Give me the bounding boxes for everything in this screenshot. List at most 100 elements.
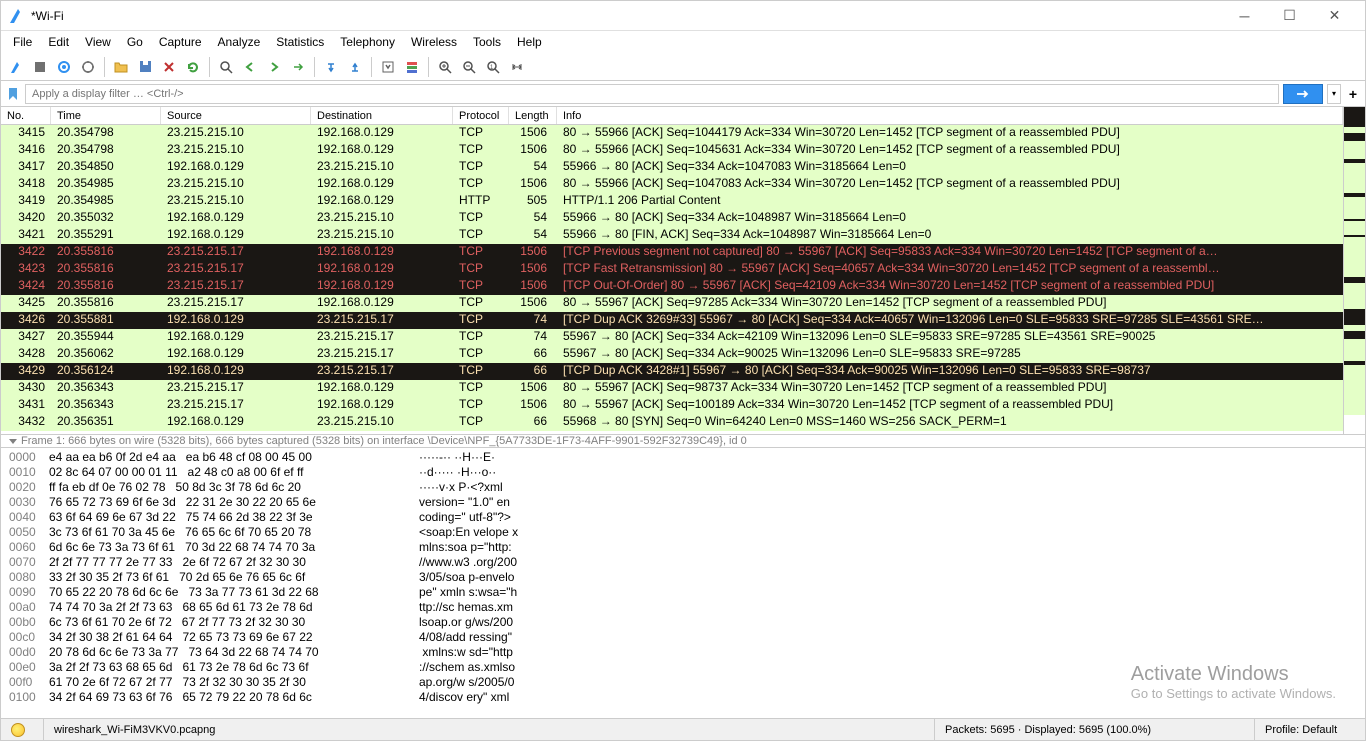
goto-packet-icon[interactable] bbox=[287, 56, 309, 78]
hex-row[interactable]: 00b06c 73 6f 61 70 2e 6f 72 67 2f 77 73 … bbox=[9, 615, 1357, 630]
packet-row[interactable]: 341820.35498523.215.215.10192.168.0.129T… bbox=[1, 176, 1343, 193]
packet-row[interactable]: 342820.356062192.168.0.12923.215.215.17T… bbox=[1, 346, 1343, 363]
hex-row[interactable]: 008033 2f 30 35 2f 73 6f 61 70 2d 65 6e … bbox=[9, 570, 1357, 585]
find-packet-icon[interactable] bbox=[215, 56, 237, 78]
column-header-src[interactable]: Source bbox=[161, 107, 311, 124]
column-header-no[interactable]: No. bbox=[1, 107, 51, 124]
hex-row[interactable]: 00503c 73 6f 61 70 3a 45 6e 76 65 6c 6f … bbox=[9, 525, 1357, 540]
packet-row[interactable]: 342520.35581623.215.215.17192.168.0.129T… bbox=[1, 295, 1343, 312]
packet-row[interactable]: 342720.355944192.168.0.12923.215.215.17T… bbox=[1, 329, 1343, 346]
hex-row[interactable]: 0000e4 aa ea b6 0f 2d e4 aa ea b6 48 cf … bbox=[9, 450, 1357, 465]
zoom-out-icon[interactable] bbox=[458, 56, 480, 78]
packet-row[interactable]: 342320.35581623.215.215.17192.168.0.129T… bbox=[1, 261, 1343, 278]
packet-row[interactable]: 341920.35498523.215.215.10192.168.0.129H… bbox=[1, 193, 1343, 210]
zoom-reset-icon[interactable]: 1 bbox=[482, 56, 504, 78]
menu-capture[interactable]: Capture bbox=[151, 33, 210, 51]
column-header-info[interactable]: Info bbox=[557, 107, 1343, 124]
menu-edit[interactable]: Edit bbox=[40, 33, 77, 51]
goto-first-icon[interactable] bbox=[320, 56, 342, 78]
menu-go[interactable]: Go bbox=[119, 33, 151, 51]
close-file-icon[interactable] bbox=[158, 56, 180, 78]
hex-row[interactable]: 009070 65 22 20 78 6d 6c 6e 73 3a 77 73 … bbox=[9, 585, 1357, 600]
column-header-proto[interactable]: Protocol bbox=[453, 107, 509, 124]
packet-row[interactable]: 343120.35634323.215.215.17192.168.0.129T… bbox=[1, 397, 1343, 414]
packet-cell-len: 1506 bbox=[509, 244, 557, 261]
hex-row[interactable]: 00e03a 2f 2f 73 63 68 65 6d 61 73 2e 78 … bbox=[9, 660, 1357, 675]
packet-cell-time: 20.356343 bbox=[51, 380, 161, 397]
status-profile[interactable]: Profile: Default bbox=[1255, 719, 1365, 740]
column-header-len[interactable]: Length bbox=[509, 107, 557, 124]
packet-row[interactable]: 341520.35479823.215.215.10192.168.0.129T… bbox=[1, 125, 1343, 142]
column-header-dst[interactable]: Destination bbox=[311, 107, 453, 124]
start-capture-icon[interactable] bbox=[5, 56, 27, 78]
open-file-icon[interactable] bbox=[110, 56, 132, 78]
save-file-icon[interactable] bbox=[134, 56, 156, 78]
packet-row[interactable]: 342120.355291192.168.0.12923.215.215.10T… bbox=[1, 227, 1343, 244]
packet-cell-no: 3418 bbox=[1, 176, 51, 193]
menu-help[interactable]: Help bbox=[509, 33, 550, 51]
packet-minimap[interactable] bbox=[1343, 107, 1365, 434]
stop-capture-icon[interactable] bbox=[29, 56, 51, 78]
bookmark-icon[interactable] bbox=[5, 86, 21, 102]
filter-history-dropdown[interactable]: ▾ bbox=[1327, 84, 1341, 104]
hex-row[interactable]: 00606d 6c 6e 73 3a 73 6f 61 70 3d 22 68 … bbox=[9, 540, 1357, 555]
packet-bytes-pane[interactable]: 0000e4 aa ea b6 0f 2d e4 aa ea b6 48 cf … bbox=[1, 448, 1365, 718]
packet-row[interactable]: 341720.354850192.168.0.12923.215.215.10T… bbox=[1, 159, 1343, 176]
zoom-in-icon[interactable] bbox=[434, 56, 456, 78]
packet-row[interactable]: 343020.35634323.215.215.17192.168.0.129T… bbox=[1, 380, 1343, 397]
packet-cell-src: 192.168.0.129 bbox=[161, 159, 311, 176]
hex-row[interactable]: 00d020 78 6d 6c 6e 73 3a 77 73 64 3d 22 … bbox=[9, 645, 1357, 660]
packet-cell-len: 1506 bbox=[509, 278, 557, 295]
colorize-icon[interactable] bbox=[401, 56, 423, 78]
hex-row[interactable]: 00a074 74 70 3a 2f 2f 73 63 68 65 6d 61 … bbox=[9, 600, 1357, 615]
packet-row[interactable]: 342020.355032192.168.0.12923.215.215.10T… bbox=[1, 210, 1343, 227]
menu-view[interactable]: View bbox=[77, 33, 119, 51]
menu-file[interactable]: File bbox=[5, 33, 40, 51]
window-title: *Wi-Fi bbox=[31, 9, 1222, 23]
expert-info-icon[interactable] bbox=[11, 723, 25, 737]
hex-row[interactable]: 003076 65 72 73 69 6f 6e 3d 22 31 2e 30 … bbox=[9, 495, 1357, 510]
add-filter-button[interactable]: + bbox=[1345, 84, 1361, 104]
menu-wireless[interactable]: Wireless bbox=[403, 33, 465, 51]
menu-tools[interactable]: Tools bbox=[465, 33, 509, 51]
capture-options-icon[interactable] bbox=[77, 56, 99, 78]
apply-filter-button[interactable] bbox=[1283, 84, 1323, 104]
packet-cell-dst: 192.168.0.129 bbox=[311, 125, 453, 142]
packet-details-pane[interactable]: Frame 1: 666 bytes on wire (5328 bits), … bbox=[1, 434, 1365, 448]
packet-cell-len: 505 bbox=[509, 193, 557, 210]
packet-row[interactable]: 341620.35479823.215.215.10192.168.0.129T… bbox=[1, 142, 1343, 159]
close-button[interactable]: ✕ bbox=[1312, 1, 1357, 31]
hex-row[interactable]: 010034 2f 64 69 73 63 6f 76 65 72 79 22 … bbox=[9, 690, 1357, 705]
packet-cell-proto: TCP bbox=[453, 312, 509, 329]
hex-row[interactable]: 001002 8c 64 07 00 00 01 11 a2 48 c0 a8 … bbox=[9, 465, 1357, 480]
column-header-time[interactable]: Time bbox=[51, 107, 161, 124]
restart-capture-icon[interactable] bbox=[53, 56, 75, 78]
minimize-button[interactable]: ─ bbox=[1222, 1, 1267, 31]
packet-cell-proto: TCP bbox=[453, 125, 509, 142]
hex-row[interactable]: 0020ff fa eb df 0e 76 02 78 50 8d 3c 3f … bbox=[9, 480, 1357, 495]
packet-row[interactable]: 342920.356124192.168.0.12923.215.215.17T… bbox=[1, 363, 1343, 380]
menu-analyze[interactable]: Analyze bbox=[210, 33, 269, 51]
display-filter-input[interactable] bbox=[25, 84, 1279, 104]
packet-cell-time: 20.355816 bbox=[51, 244, 161, 261]
packet-row[interactable]: 342620.355881192.168.0.12923.215.215.17T… bbox=[1, 312, 1343, 329]
goto-last-icon[interactable] bbox=[344, 56, 366, 78]
menu-telephony[interactable]: Telephony bbox=[332, 33, 403, 51]
hex-row[interactable]: 004063 6f 64 69 6e 67 3d 22 75 74 66 2d … bbox=[9, 510, 1357, 525]
packet-row[interactable]: 342420.35581623.215.215.17192.168.0.129T… bbox=[1, 278, 1343, 295]
packet-cell-proto: TCP bbox=[453, 329, 509, 346]
packet-cell-dst: 23.215.215.17 bbox=[311, 329, 453, 346]
packet-row[interactable]: 342220.35581623.215.215.17192.168.0.129T… bbox=[1, 244, 1343, 261]
resize-columns-icon[interactable] bbox=[506, 56, 528, 78]
hex-row[interactable]: 00702f 2f 77 77 77 2e 77 33 2e 6f 72 67 … bbox=[9, 555, 1357, 570]
maximize-button[interactable]: ☐ bbox=[1267, 1, 1312, 31]
hex-row[interactable]: 00f061 70 2e 6f 72 67 2f 77 73 2f 32 30 … bbox=[9, 675, 1357, 690]
auto-scroll-icon[interactable] bbox=[377, 56, 399, 78]
packet-row[interactable]: 343220.356351192.168.0.12923.215.215.10T… bbox=[1, 414, 1343, 431]
reload-icon[interactable] bbox=[182, 56, 204, 78]
menu-statistics[interactable]: Statistics bbox=[268, 33, 332, 51]
go-back-icon[interactable] bbox=[239, 56, 261, 78]
go-forward-icon[interactable] bbox=[263, 56, 285, 78]
packet-cell-len: 54 bbox=[509, 227, 557, 244]
hex-row[interactable]: 00c034 2f 30 38 2f 61 64 64 72 65 73 73 … bbox=[9, 630, 1357, 645]
